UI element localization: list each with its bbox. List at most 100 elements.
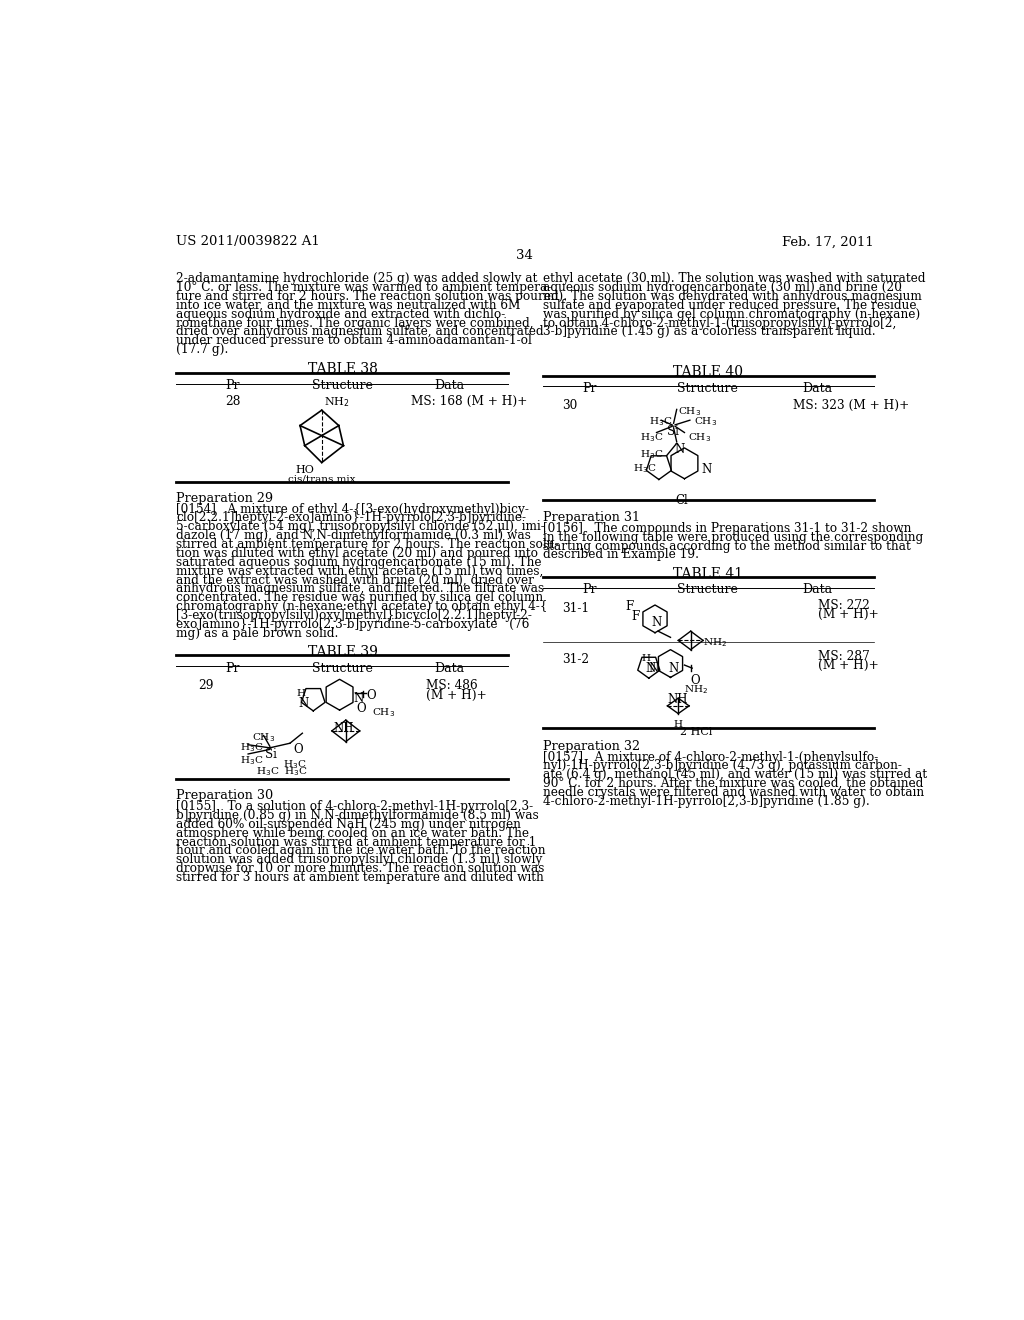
Text: Feb. 17, 2011: Feb. 17, 2011 xyxy=(781,235,873,248)
Text: MS: 323 (M + H)+: MS: 323 (M + H)+ xyxy=(793,400,909,412)
Text: to obtain 4-chloro-2-methyl-1-(triisopropylsilyl)-pyrrolo[2,: to obtain 4-chloro-2-methyl-1-(triisopro… xyxy=(543,317,896,330)
Text: (M + H)+: (M + H)+ xyxy=(818,609,879,622)
Text: MS: 486: MS: 486 xyxy=(426,680,478,692)
Text: H$_3$C: H$_3$C xyxy=(241,754,264,767)
Text: 5-carboxylate (54 mg), triisopropylsilyl chloride (52 μl), imi-: 5-carboxylate (54 mg), triisopropylsilyl… xyxy=(176,520,545,533)
Text: Pr: Pr xyxy=(225,661,240,675)
Text: N: N xyxy=(646,663,656,675)
Text: added 60% oil-suspended NaH (245 mg) under nitrogen: added 60% oil-suspended NaH (245 mg) und… xyxy=(176,818,521,830)
Text: dried over anhydrous magnesium sulfate, and concentrated: dried over anhydrous magnesium sulfate, … xyxy=(176,326,544,338)
Text: MS: 287: MS: 287 xyxy=(818,649,869,663)
Text: HO: HO xyxy=(295,465,314,475)
Text: 28: 28 xyxy=(225,395,241,408)
Text: Data: Data xyxy=(803,381,833,395)
Text: N: N xyxy=(651,615,662,628)
Text: 3-b]pyridine (1.45 g) as a colorless transparent liquid.: 3-b]pyridine (1.45 g) as a colorless tra… xyxy=(543,326,876,338)
Text: 34: 34 xyxy=(516,249,534,263)
Text: dropwise for 10 or more minutes. The reaction solution was: dropwise for 10 or more minutes. The rea… xyxy=(176,862,545,875)
Text: ethyl acetate (30 ml). The solution was washed with saturated: ethyl acetate (30 ml). The solution was … xyxy=(543,272,925,285)
Text: [0155]   To a solution of 4-chloro-2-methyl-1H-pyrrolo[2,3-: [0155] To a solution of 4-chloro-2-methy… xyxy=(176,800,534,813)
Text: 2-adamantamine hydrochloride (25 g) was added slowly at: 2-adamantamine hydrochloride (25 g) was … xyxy=(176,272,538,285)
Text: ate (6.4 g), methanol (45 ml), and water (15 ml) was stirred at: ate (6.4 g), methanol (45 ml), and water… xyxy=(543,768,927,781)
Text: Data: Data xyxy=(434,661,465,675)
Text: N: N xyxy=(701,463,712,477)
Text: H: H xyxy=(673,719,682,729)
Text: CH$_3$: CH$_3$ xyxy=(372,706,395,719)
Text: ture and stirred for 2 hours. The reaction solution was poured: ture and stirred for 2 hours. The reacti… xyxy=(176,290,559,304)
Text: aqueous sodium hydroxide and extracted with dichlo-: aqueous sodium hydroxide and extracted w… xyxy=(176,308,505,321)
Text: H$_3$C: H$_3$C xyxy=(283,759,306,771)
Text: anhydrous magnesium sulfate, and filtered. The filtrate was: anhydrous magnesium sulfate, and filtere… xyxy=(176,582,544,595)
Text: H: H xyxy=(296,689,305,698)
Text: mg) as a pale brown solid.: mg) as a pale brown solid. xyxy=(176,627,338,640)
Text: nyl)-1H-pyrrolo[2,3-b]pyridine (4.73 g), potassium carbon-: nyl)-1H-pyrrolo[2,3-b]pyridine (4.73 g),… xyxy=(543,759,901,772)
Text: reaction solution was stirred at ambient temperature for 1: reaction solution was stirred at ambient… xyxy=(176,836,537,849)
Text: N: N xyxy=(353,693,364,705)
Text: Preparation 29: Preparation 29 xyxy=(176,492,273,504)
Text: stirred for 3 hours at ambient temperature and diluted with: stirred for 3 hours at ambient temperatu… xyxy=(176,871,544,884)
Text: 2 HCl: 2 HCl xyxy=(680,726,712,737)
Text: chromatography (n-hexane:ethyl acetate) to obtain ethyl 4-{: chromatography (n-hexane:ethyl acetate) … xyxy=(176,601,548,612)
Text: under reduced pressure to obtain 4-aminoadamantan-1-ol: under reduced pressure to obtain 4-amino… xyxy=(176,334,531,347)
Text: clo[2.2.1]heptyl-2-exo]amino}-1H-pyrrolo[2,3-b]pyridine-: clo[2.2.1]heptyl-2-exo]amino}-1H-pyrrolo… xyxy=(176,511,526,524)
Text: solution was added triisopropylsilyl chloride (1.3 ml) slowly: solution was added triisopropylsilyl chl… xyxy=(176,853,543,866)
Text: Preparation 31: Preparation 31 xyxy=(543,511,640,524)
Text: 31-1: 31-1 xyxy=(562,602,589,615)
Text: Structure: Structure xyxy=(677,583,738,597)
Text: needle crystals were filtered and washed with water to obtain: needle crystals were filtered and washed… xyxy=(543,785,924,799)
Text: O: O xyxy=(690,675,700,688)
Text: 31-2: 31-2 xyxy=(562,653,589,665)
Text: Structure: Structure xyxy=(677,381,738,395)
Text: N: N xyxy=(648,663,658,675)
Text: NH: NH xyxy=(334,722,354,735)
Text: tion was diluted with ethyl acetate (20 ml) and poured into: tion was diluted with ethyl acetate (20 … xyxy=(176,546,538,560)
Text: Data: Data xyxy=(803,583,833,597)
Text: H$_3$C: H$_3$C xyxy=(633,462,656,475)
Text: H$_3$C: H$_3$C xyxy=(640,430,663,444)
Text: O: O xyxy=(293,743,303,756)
Text: mixture was extracted with ethyl acetate (15 ml) two times,: mixture was extracted with ethyl acetate… xyxy=(176,565,544,578)
Text: saturated aqueous sodium hydrogencarbonate (15 ml). The: saturated aqueous sodium hydrogencarbona… xyxy=(176,556,542,569)
Text: H$_3$C: H$_3$C xyxy=(640,447,663,461)
Text: starting compounds according to the method similar to that: starting compounds according to the meth… xyxy=(543,540,910,553)
Text: Si: Si xyxy=(265,748,278,760)
Text: (17.7 g).: (17.7 g). xyxy=(176,343,228,356)
Text: [0154]   A mixture of ethyl 4-{[3-exo(hydroxymethyl)bicy-: [0154] A mixture of ethyl 4-{[3-exo(hydr… xyxy=(176,503,529,516)
Text: stirred at ambient temperature for 2 hours. The reaction solu-: stirred at ambient temperature for 2 hou… xyxy=(176,539,558,550)
Text: NH$_2$: NH$_2$ xyxy=(684,684,709,697)
Text: MS: 168 (M + H)+: MS: 168 (M + H)+ xyxy=(411,395,527,408)
Text: hour and cooled again in the ice water bath. To the reaction: hour and cooled again in the ice water b… xyxy=(176,845,546,858)
Text: Pr: Pr xyxy=(582,583,596,597)
Text: Pr: Pr xyxy=(225,379,240,392)
Text: H$_3$C  H$_3$C: H$_3$C H$_3$C xyxy=(256,764,308,777)
Text: (M + H)+: (M + H)+ xyxy=(818,659,879,672)
Text: romethane four times. The organic layers were combined,: romethane four times. The organic layers… xyxy=(176,317,534,330)
Text: Preparation 30: Preparation 30 xyxy=(176,789,273,803)
Text: CH$_3$: CH$_3$ xyxy=(252,731,275,743)
Text: O: O xyxy=(366,689,376,701)
Text: H$_3$C: H$_3$C xyxy=(241,742,264,755)
Text: atmosphere while being cooled on an ice water bath. The: atmosphere while being cooled on an ice … xyxy=(176,826,529,840)
Text: NH: NH xyxy=(668,693,688,706)
Text: [0157]   A mixture of 4-chloro-2-methyl-1-(phenylsulfo-: [0157] A mixture of 4-chloro-2-methyl-1-… xyxy=(543,751,878,763)
Text: Preparation 32: Preparation 32 xyxy=(543,739,640,752)
Text: [0156]   The compounds in Preparations 31-1 to 31-2 shown: [0156] The compounds in Preparations 31-… xyxy=(543,521,911,535)
Text: N: N xyxy=(299,697,309,710)
Text: sulfate and evaporated under reduced pressure. The residue: sulfate and evaporated under reduced pre… xyxy=(543,298,916,312)
Text: 29: 29 xyxy=(198,680,213,692)
Text: exo]amino}-1H-pyrrolo[2,3-b]pyridine-5-carboxylate   (76: exo]amino}-1H-pyrrolo[2,3-b]pyridine-5-c… xyxy=(176,618,529,631)
Text: NH$_2$: NH$_2$ xyxy=(324,396,350,409)
Text: Data: Data xyxy=(434,379,465,392)
Text: Cl: Cl xyxy=(675,494,688,507)
Text: F: F xyxy=(626,599,634,612)
Text: CH$_3$: CH$_3$ xyxy=(687,430,711,444)
Text: TABLE 40: TABLE 40 xyxy=(673,364,742,379)
Text: 30: 30 xyxy=(562,400,578,412)
Text: and the extract was washed with brine (20 ml), dried over: and the extract was washed with brine (2… xyxy=(176,573,535,586)
Text: Structure: Structure xyxy=(312,379,373,392)
Text: CH$_3$: CH$_3$ xyxy=(678,405,701,417)
Text: aqueous sodium hydrogencarbonate (30 ml) and brine (20: aqueous sodium hydrogencarbonate (30 ml)… xyxy=(543,281,901,294)
Text: MS: 272: MS: 272 xyxy=(818,599,869,612)
Text: F: F xyxy=(632,610,640,623)
Text: NH$_2$: NH$_2$ xyxy=(703,636,727,648)
